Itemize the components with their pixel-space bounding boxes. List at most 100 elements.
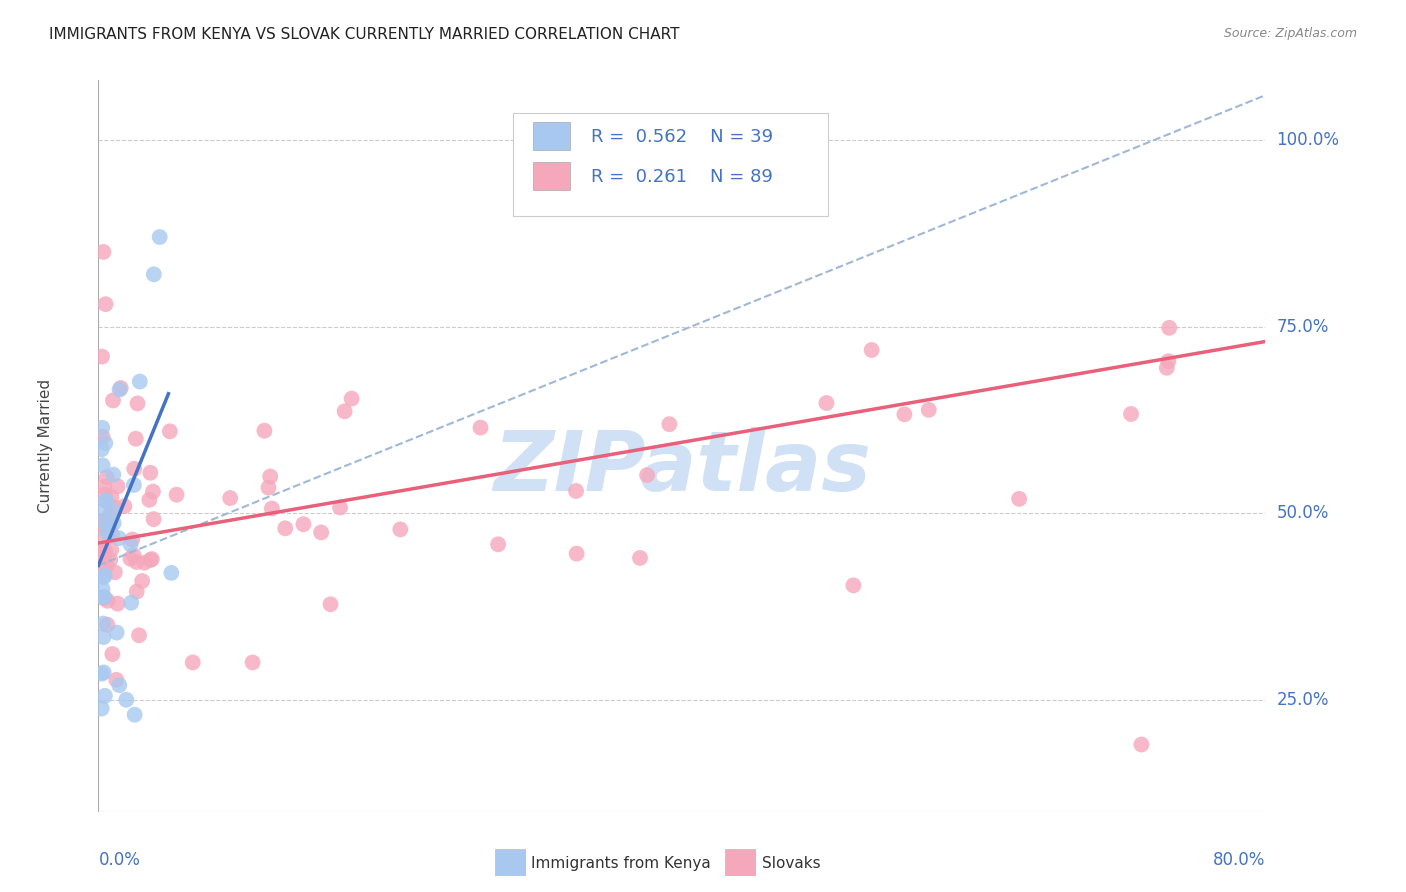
- Point: [96, 516, 118, 530]
- Point: [121, 533, 143, 547]
- Point: [141, 552, 163, 566]
- Point: [628, 550, 651, 565]
- Point: [125, 432, 148, 446]
- Point: [565, 547, 588, 561]
- Point: [93, 244, 115, 259]
- Point: [120, 537, 142, 551]
- Point: [91, 545, 114, 559]
- Point: [104, 566, 127, 580]
- Point: [94, 436, 117, 450]
- Point: [94, 487, 117, 501]
- Point: [93, 630, 115, 644]
- Point: [128, 375, 150, 389]
- Point: [96, 470, 118, 484]
- Text: Currently Married: Currently Married: [38, 379, 53, 513]
- Point: [91, 515, 114, 529]
- Point: [242, 656, 264, 670]
- Point: [860, 343, 883, 357]
- Point: [389, 523, 412, 537]
- Point: [1159, 321, 1181, 335]
- Point: [91, 458, 114, 473]
- Point: [93, 513, 115, 527]
- Point: [103, 516, 125, 530]
- Text: R =  0.261    N = 89: R = 0.261 N = 89: [591, 168, 773, 186]
- Text: 25.0%: 25.0%: [1277, 690, 1329, 709]
- Point: [1008, 491, 1031, 506]
- Point: [93, 591, 115, 606]
- Point: [159, 425, 181, 439]
- Point: [115, 692, 138, 706]
- Point: [112, 499, 135, 513]
- Point: [160, 566, 183, 580]
- Point: [93, 665, 115, 680]
- Point: [91, 590, 114, 604]
- Point: [524, 118, 547, 132]
- Point: [149, 230, 172, 244]
- Point: [565, 483, 588, 498]
- Point: [108, 383, 131, 397]
- Point: [122, 462, 145, 476]
- Text: IMMIGRANTS FROM KENYA VS SLOVAK CURRENTLY MARRIED CORRELATION CHART: IMMIGRANTS FROM KENYA VS SLOVAK CURRENTL…: [49, 27, 679, 42]
- Point: [612, 118, 634, 132]
- Point: [91, 430, 114, 444]
- Point: [96, 617, 118, 632]
- Point: [319, 597, 342, 611]
- Point: [90, 666, 112, 681]
- Point: [138, 492, 160, 507]
- Point: [98, 552, 121, 566]
- Point: [94, 297, 117, 311]
- Point: [91, 582, 114, 596]
- Point: [340, 392, 363, 406]
- Point: [93, 480, 115, 494]
- Point: [96, 558, 118, 573]
- Point: [139, 553, 162, 567]
- Point: [108, 531, 131, 545]
- Text: 100.0%: 100.0%: [1277, 131, 1340, 149]
- Point: [103, 505, 125, 519]
- Point: [93, 590, 115, 604]
- Point: [94, 689, 117, 703]
- Text: ZIPatlas: ZIPatlas: [494, 427, 870, 508]
- Point: [470, 420, 492, 434]
- Point: [93, 515, 115, 529]
- Text: R =  0.562    N = 39: R = 0.562 N = 39: [591, 128, 773, 145]
- Text: Immigrants from Kenya: Immigrants from Kenya: [531, 856, 711, 871]
- Point: [94, 493, 117, 508]
- Point: [292, 517, 315, 532]
- Point: [94, 568, 117, 582]
- Point: [259, 469, 281, 483]
- Point: [91, 519, 114, 533]
- Point: [1119, 407, 1142, 421]
- FancyBboxPatch shape: [533, 122, 569, 150]
- Point: [1130, 738, 1153, 752]
- Point: [274, 521, 297, 535]
- Point: [1156, 360, 1178, 375]
- Point: [94, 520, 117, 534]
- Point: [124, 707, 146, 722]
- Point: [97, 526, 120, 541]
- Point: [100, 506, 122, 520]
- Point: [329, 500, 352, 515]
- Point: [636, 468, 658, 483]
- Point: [103, 467, 125, 482]
- Point: [120, 596, 142, 610]
- Point: [104, 500, 127, 515]
- Point: [105, 625, 128, 640]
- Point: [260, 501, 283, 516]
- Point: [90, 442, 112, 457]
- Text: Source: ZipAtlas.com: Source: ZipAtlas.com: [1223, 27, 1357, 40]
- Point: [181, 656, 204, 670]
- FancyBboxPatch shape: [513, 113, 828, 216]
- Text: 75.0%: 75.0%: [1277, 318, 1329, 335]
- Point: [120, 551, 142, 566]
- Point: [97, 594, 120, 608]
- Point: [842, 578, 865, 592]
- Point: [93, 503, 115, 517]
- Point: [309, 525, 332, 540]
- Point: [1157, 354, 1180, 368]
- Point: [94, 543, 117, 558]
- Point: [93, 570, 115, 584]
- Point: [139, 466, 162, 480]
- Point: [91, 550, 114, 565]
- FancyBboxPatch shape: [533, 162, 569, 190]
